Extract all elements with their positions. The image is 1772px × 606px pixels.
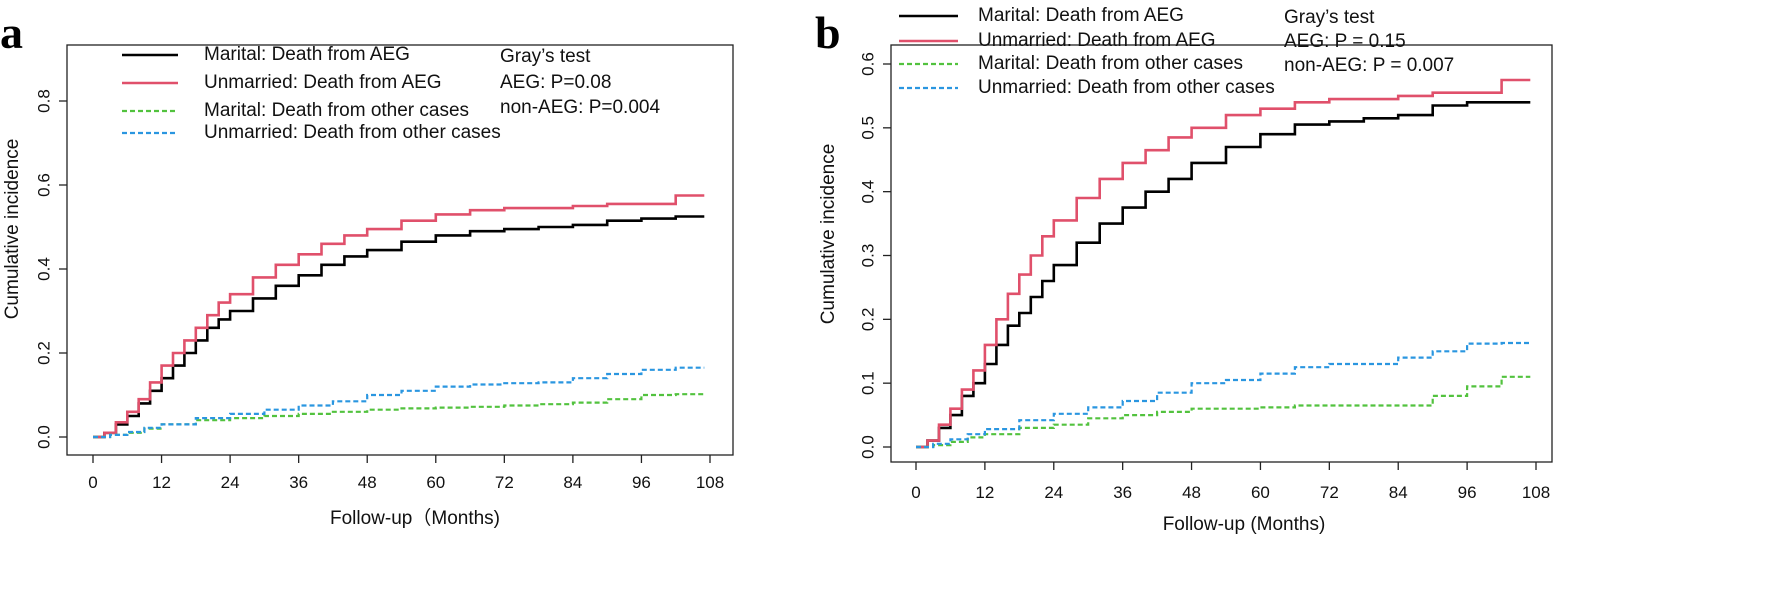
annotation-line: Gray’s test [500, 46, 591, 67]
grays-test-annotation: Gray’s test AEG: P=0.08 non-AEG: P=0.004 [500, 46, 660, 118]
annotation-line: AEG: P = 0.15 [1284, 31, 1406, 52]
x-tick-label: 48 [358, 473, 377, 492]
x-tick-label: 12 [152, 473, 171, 492]
series-unmarried-aeg-line [916, 78, 1531, 449]
y-tick-label: 0.4 [34, 257, 53, 281]
x-tick-label: 60 [426, 473, 445, 492]
legend-label-marital-other: Marital: Death from other cases [978, 53, 1243, 74]
panel-letter: b [815, 7, 841, 58]
y-tick-label: 0.8 [34, 89, 53, 113]
legend-label-marital-aeg: Marital: Death from AEG [204, 44, 410, 65]
y-tick-label: 0.2 [858, 308, 877, 332]
x-tick-label: 24 [1044, 483, 1063, 502]
y-tick-label: 0.6 [34, 173, 53, 197]
series-unmarried-other-line [93, 366, 705, 439]
x-tick-label: 96 [1458, 483, 1477, 502]
x-tick-label: 72 [495, 473, 514, 492]
x-tick-label: 96 [632, 473, 651, 492]
x-axis-title: Follow-up（Months) [330, 507, 500, 529]
annotation-line: Gray’s test [1284, 7, 1375, 28]
x-tick-label: 84 [563, 473, 582, 492]
y-axis-title: Cumulative incidence [2, 139, 23, 320]
series-marital-aeg-line [93, 215, 705, 439]
legend: Marital: Death from AEG Unmarried: Death … [122, 44, 501, 143]
x-tick-label: 108 [1522, 483, 1550, 502]
y-tick-label: 0.2 [34, 341, 53, 365]
plot-frame [890, 44, 1553, 463]
series-marital-other-line [916, 375, 1531, 449]
x-tick-label: 36 [1113, 483, 1132, 502]
grays-test-annotation: Gray’s test AEG: P = 0.15 non-AEG: P = 0.0… [1284, 7, 1454, 76]
plot-frame [66, 44, 734, 456]
x-tick-label: 0 [88, 473, 97, 492]
legend: Marital: Death from AEG Unmarried: Death … [899, 5, 1275, 98]
x-tick-label: 108 [696, 473, 724, 492]
x-tick-label: 12 [975, 483, 994, 502]
x-tick-label: 72 [1320, 483, 1339, 502]
y-tick-label: 0.4 [858, 180, 877, 204]
series-unmarried-aeg-line [93, 194, 705, 439]
y-tick-label: 0.5 [858, 116, 877, 140]
annotation-line: non-AEG: P=0.004 [500, 97, 660, 118]
x-tick-label: 36 [289, 473, 308, 492]
y-tick-label: 0.6 [858, 52, 877, 76]
x-axis-title: Follow-up (Months) [1163, 514, 1326, 535]
x-tick-label: 84 [1389, 483, 1408, 502]
annotation-line: AEG: P=0.08 [500, 72, 611, 93]
legend-label-unmarried-aeg: Unmarried: Death from AEG [204, 72, 442, 93]
y-tick-label: 0.0 [858, 435, 877, 459]
x-tick-label: 0 [911, 483, 920, 502]
panel-letter: a [0, 7, 23, 58]
series-marital-aeg-line [916, 101, 1531, 449]
panel-b: b 0 12 24 36 48 60 72 84 96 108 0.0 0.1 0.2 0.3 0.4 0.5 0… [815, 5, 1553, 535]
y-tick-label: 0.1 [858, 371, 877, 395]
x-tick-label: 24 [221, 473, 240, 492]
y-tick-label: 0.0 [34, 425, 53, 449]
legend-label-unmarried-aeg: Unmarried: Death from AEG [978, 30, 1216, 51]
y-tick-label: 0.3 [858, 244, 877, 268]
series-unmarried-other-line [916, 341, 1531, 449]
series-marital-other-line [93, 393, 705, 439]
x-tick-label: 60 [1251, 483, 1270, 502]
x-tick-label: 48 [1182, 483, 1201, 502]
legend-label-unmarried-other: Unmarried: Death from other cases [978, 77, 1275, 98]
annotation-line: non-AEG: P = 0.007 [1284, 55, 1454, 76]
legend-label-marital-aeg: Marital: Death from AEG [978, 5, 1184, 26]
legend-label-marital-other: Marital: Death from other cases [204, 100, 469, 121]
legend-label-unmarried-other: Unmarried: Death from other cases [204, 122, 501, 143]
y-axis-title: Cumulative incidence [818, 144, 839, 325]
panel-a: a 0 12 24 36 48 60 72 84 96 108 0.0 0.2 0.4 0.6 0.8 Foll… [0, 7, 734, 529]
